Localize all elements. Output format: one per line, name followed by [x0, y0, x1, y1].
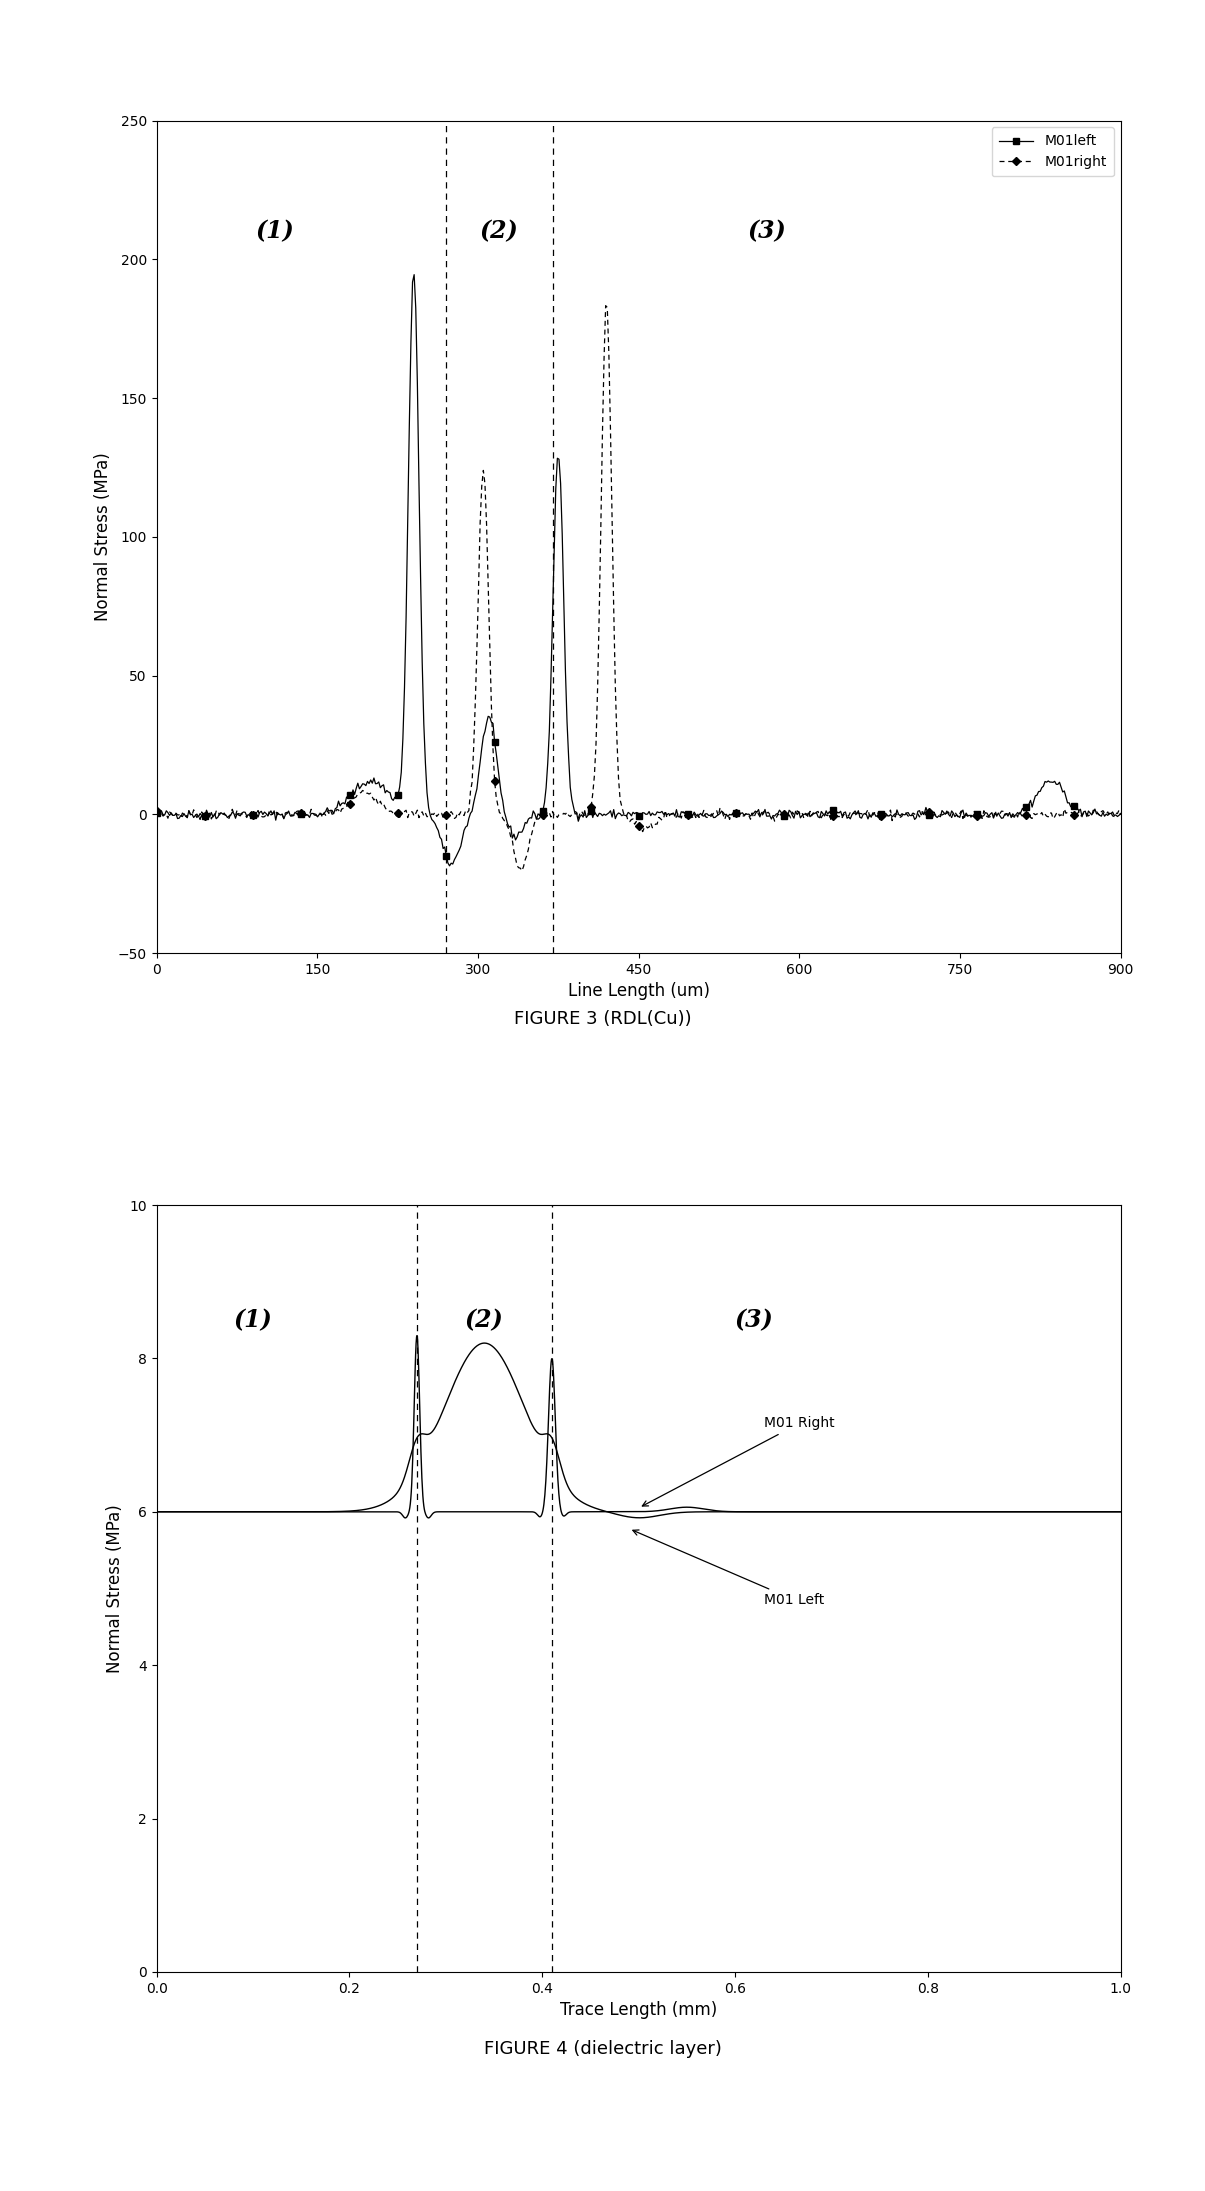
M01right	[721, 802, 735, 828]
M01left	[1113, 800, 1128, 826]
M01right	[878, 802, 893, 828]
Text: (3): (3)	[748, 219, 787, 243]
M01right	[398, 798, 412, 824]
M01left	[321, 795, 335, 822]
Y-axis label: Normal Stress (MPa): Normal Stress (MPa)	[106, 1503, 124, 1674]
M01left	[407, 261, 422, 287]
M01right	[587, 762, 601, 789]
Text: (3): (3)	[735, 1308, 774, 1332]
Text: (1): (1)	[255, 219, 294, 243]
Text: (2): (2)	[480, 219, 519, 243]
Text: (2): (2)	[465, 1308, 504, 1332]
Y-axis label: Normal Stress (MPa): Normal Stress (MPa)	[94, 451, 112, 622]
Line: M01left: M01left	[154, 272, 1123, 868]
M01right	[1113, 802, 1128, 828]
X-axis label: Trace Length (mm): Trace Length (mm)	[560, 2000, 717, 2020]
Text: M01 Right: M01 Right	[642, 1415, 835, 1505]
M01right	[599, 291, 613, 318]
Text: FIGURE 4 (dielectric layer): FIGURE 4 (dielectric layer)	[483, 2040, 722, 2057]
Line: M01right: M01right	[154, 302, 1123, 874]
M01left	[878, 800, 893, 826]
M01right	[321, 798, 335, 824]
Text: M01 Left: M01 Left	[633, 1529, 824, 1606]
M01right	[515, 857, 529, 883]
M01left	[149, 800, 164, 826]
M01left	[589, 802, 604, 828]
M01right	[149, 798, 164, 824]
X-axis label: Line Length (um): Line Length (um)	[568, 982, 710, 1001]
Text: (1): (1)	[234, 1308, 272, 1332]
Legend: M01left, M01right: M01left, M01right	[992, 127, 1113, 175]
M01right	[797, 804, 811, 830]
M01left	[442, 852, 457, 879]
Text: FIGURE 3 (RDL(Cu)): FIGURE 3 (RDL(Cu))	[513, 1010, 692, 1028]
M01left	[797, 802, 811, 828]
M01left	[398, 675, 412, 701]
M01left	[721, 804, 735, 830]
